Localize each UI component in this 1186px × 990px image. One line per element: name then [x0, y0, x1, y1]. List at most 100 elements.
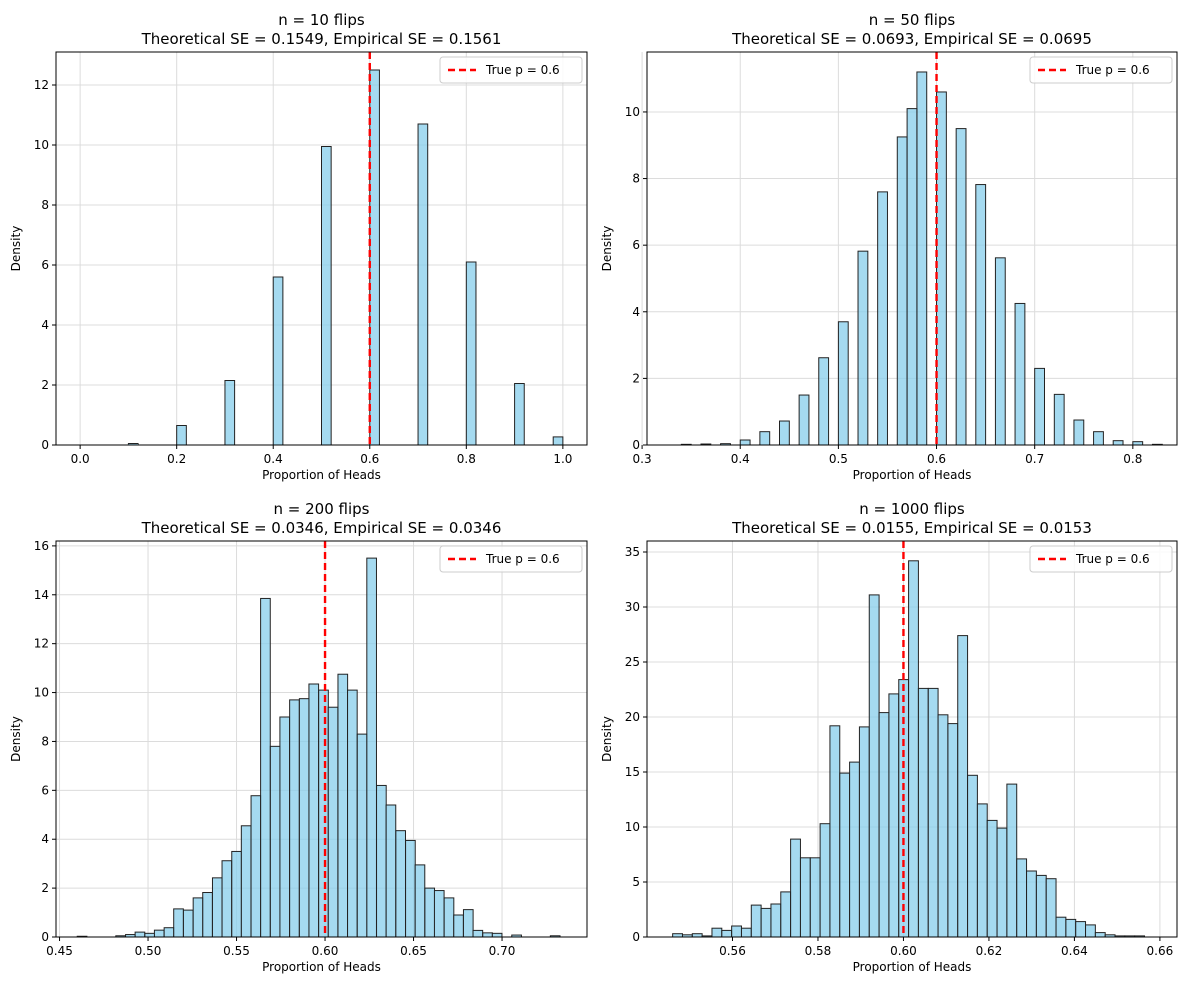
y-tick-label: 4: [41, 318, 49, 332]
histogram-bar: [465, 261, 477, 446]
histogram-bars: [672, 560, 1146, 938]
gridlines: [56, 52, 587, 446]
x-tick-label: 0.62: [976, 944, 1003, 958]
histogram-bar: [462, 909, 474, 938]
chart-title: n = 50 flips: [869, 11, 956, 29]
histogram-bar: [433, 890, 445, 938]
y-tick-label: 0: [41, 438, 49, 452]
y-axis-label: Density: [600, 226, 614, 272]
histogram-bar: [321, 146, 332, 446]
histogram-bar: [417, 123, 429, 446]
x-tick-label: 0.8: [1123, 452, 1142, 466]
histogram-bar: [1075, 921, 1087, 938]
y-tick-label: 15: [625, 765, 640, 779]
histogram-bar: [453, 914, 464, 938]
x-tick-label: 0.45: [46, 944, 73, 958]
histogram-bar: [994, 257, 1006, 446]
subplot-3: 0.45 0.50 0.55 0.60 0.65 0.70 0 2 4 6 8 10 12 14 16 n =…: [9, 500, 588, 974]
y-tick-label: 2: [632, 371, 640, 385]
histogram-bar: [176, 425, 187, 446]
histogram-bar: [298, 698, 310, 938]
histogram-bar: [347, 689, 358, 938]
x-tick-label: 0.56: [719, 944, 746, 958]
chart-title: n = 200 flips: [274, 500, 370, 518]
histogram-bar: [514, 383, 525, 446]
histogram-bar: [721, 929, 733, 938]
histogram-bar: [947, 723, 959, 938]
legend: True p = 0.6: [1029, 545, 1173, 573]
x-tick-label: 0.65: [400, 944, 427, 958]
axes-frame: [55, 51, 588, 446]
histogram-bar: [269, 745, 281, 938]
histogram-bar: [857, 250, 869, 446]
legend-label: True p = 0.6: [485, 552, 560, 566]
y-tick-label: 8: [632, 172, 640, 186]
y-tick-label: 4: [632, 305, 640, 319]
chart-subtitle: Theoretical SE = 0.0346, Empirical SE = …: [141, 519, 502, 537]
legend: True p = 0.6: [439, 56, 583, 84]
histogram-bar: [908, 560, 919, 938]
histogram-bar: [955, 128, 967, 446]
y-tick-label: 14: [34, 588, 49, 602]
histogram-bar: [711, 927, 723, 938]
histogram-bar: [896, 136, 908, 446]
x-tick-label: 1.0: [553, 452, 572, 466]
y-tick-label: 25: [625, 655, 640, 669]
x-tick-label: 0.64: [1061, 944, 1088, 958]
histogram-bar: [1006, 783, 1018, 938]
legend-box: [1029, 56, 1173, 84]
x-tick-label: 0.66: [1147, 944, 1174, 958]
histogram-bar: [818, 357, 830, 446]
histogram-bar: [996, 827, 1008, 938]
x-tick-label: 0.6: [927, 452, 946, 466]
x-tick-label: 0.4: [731, 452, 750, 466]
histogram-bar: [1085, 924, 1096, 938]
histogram-bar: [829, 725, 841, 938]
histogram-bar: [134, 931, 146, 938]
histogram-bar: [376, 784, 387, 938]
histogram-bar: [917, 687, 929, 938]
histogram-bar: [224, 380, 236, 446]
y-tick-label: 10: [625, 105, 640, 119]
chart-title: n = 1000 flips: [859, 500, 965, 518]
histogram-bar: [750, 904, 762, 938]
y-tick-label: 0: [632, 930, 640, 944]
y-tick-label: 0: [41, 930, 49, 944]
histogram-bar: [1045, 878, 1057, 938]
y-tick-label: 12: [34, 78, 49, 92]
x-tick-label: 0.8: [457, 452, 476, 466]
histogram-bar: [1035, 874, 1047, 938]
x-axis-label: Proportion of Heads: [853, 960, 972, 974]
histogram-bar: [1034, 367, 1045, 446]
histogram-bar: [888, 693, 900, 938]
histogram-bar: [1014, 302, 1026, 446]
histogram-bars: [76, 557, 561, 938]
chart-subtitle: Theoretical SE = 0.1549, Empirical SE = …: [141, 30, 502, 48]
legend-label: True p = 0.6: [1075, 552, 1150, 566]
subplot-2: 0.3 0.4 0.5 0.6 0.7 0.8 0 2 4 6 8 10 n = 50 flipsThe…: [600, 11, 1178, 482]
y-tick-label: 20: [625, 710, 640, 724]
x-tick-label: 0.58: [805, 944, 832, 958]
histogram-bar: [780, 891, 792, 938]
histogram-bar: [877, 191, 888, 446]
histogram-bar: [1055, 916, 1067, 938]
legend-label: True p = 0.6: [485, 63, 560, 77]
y-tick-label: 0: [632, 438, 640, 452]
histogram-bar: [318, 689, 329, 938]
y-axis-label: Density: [9, 716, 23, 762]
y-tick-label: 6: [632, 238, 640, 252]
histogram-bar: [385, 804, 397, 938]
y-tick-label: 6: [41, 258, 49, 272]
histogram-bar: [1065, 918, 1077, 938]
histogram-bar: [759, 431, 771, 446]
histogram-bar: [366, 557, 377, 938]
histogram-bar: [1093, 431, 1104, 446]
histogram-bars: [127, 69, 564, 446]
histogram-bar: [1053, 393, 1065, 446]
histogram-bar: [819, 823, 831, 938]
histogram-bar: [231, 850, 242, 938]
histogram-bar: [731, 925, 742, 938]
x-axis-label: Proportion of Heads: [262, 468, 381, 482]
x-tick-label: 0.60: [312, 944, 339, 958]
